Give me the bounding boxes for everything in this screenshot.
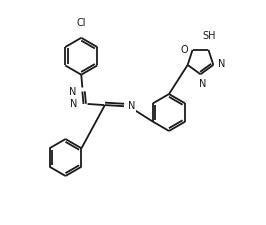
Text: N: N	[70, 99, 77, 109]
Text: SH: SH	[203, 31, 216, 41]
Text: N: N	[218, 59, 226, 69]
Text: N: N	[199, 79, 206, 89]
Text: N: N	[69, 87, 76, 97]
Text: O: O	[180, 45, 188, 55]
Text: N: N	[128, 101, 135, 111]
Text: Cl: Cl	[77, 18, 86, 28]
